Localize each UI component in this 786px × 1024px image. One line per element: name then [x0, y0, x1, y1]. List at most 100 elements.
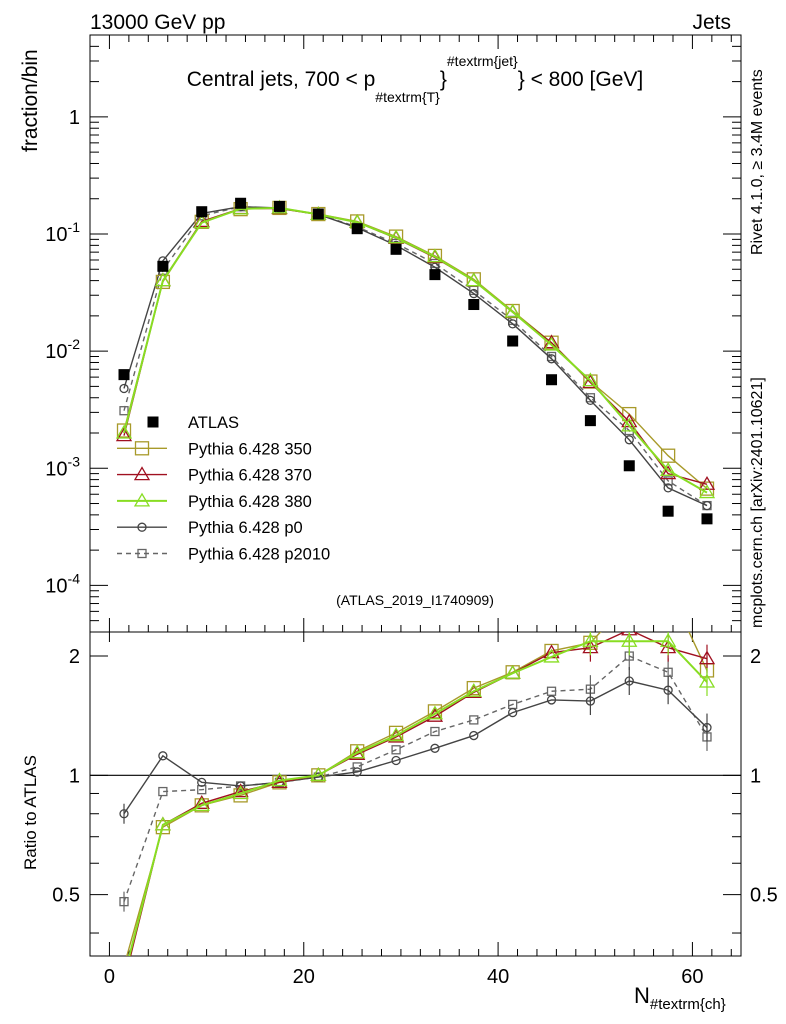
ratio-panel-marks — [117, 595, 716, 982]
ratio-point-p380 — [698, 673, 716, 688]
data-point-p350 — [155, 274, 171, 290]
legend-marker-p0 — [137, 522, 147, 532]
legend-entry-label: Pythia 6.428 370 — [188, 467, 312, 485]
data-point-data — [273, 200, 285, 212]
ratio-point-p0 — [469, 730, 479, 741]
chart-title: Central jets, 700 < p#textrm{T}}#textrm{… — [187, 53, 644, 105]
ratio-point-p2010 — [197, 785, 207, 795]
y-tick-label: 10-1 — [45, 219, 80, 246]
ratio-tick-label-left: 1 — [69, 765, 80, 787]
data-point-data — [662, 505, 674, 517]
ratio-line-p0 — [123, 680, 708, 815]
series-line-p2010 — [123, 206, 708, 507]
ratio-point-p380 — [310, 767, 327, 781]
data-point-data — [429, 269, 441, 281]
ratio-point-p380 — [504, 664, 521, 679]
x-tick-label: 0 — [104, 966, 115, 988]
main-panel-marks — [115, 197, 716, 525]
legend-marker-p370 — [133, 466, 151, 481]
data-point-p350 — [622, 406, 637, 422]
data-point-data — [196, 206, 208, 218]
ratio-point-p380 — [543, 648, 560, 663]
x-tick-label: 20 — [293, 966, 315, 988]
ratio-point-p0 — [352, 767, 362, 777]
data-point-data — [351, 223, 363, 235]
ratio-point-p0 — [235, 781, 246, 791]
ratio-point-p380 — [117, 970, 131, 982]
data-point-data — [312, 208, 324, 220]
ratio-point-p0 — [702, 722, 712, 733]
ratio-point-p0 — [508, 707, 518, 718]
ratio-point-p0 — [119, 809, 129, 819]
data-point-p370 — [582, 374, 599, 389]
data-point-data — [157, 260, 169, 272]
data-point-p380 — [426, 248, 444, 263]
main-panel-frame — [89, 34, 742, 633]
x-tick-label: 40 — [487, 966, 509, 988]
data-point-p2010 — [585, 393, 596, 403]
ratio-point-p380 — [193, 797, 210, 811]
ratio-point-p2010 — [119, 896, 129, 907]
ratio-point-p2010 — [158, 786, 168, 797]
data-point-p380 — [582, 372, 599, 387]
ratio-point-p2010 — [546, 686, 557, 696]
data-point-p380 — [115, 424, 133, 439]
data-point-p2010 — [663, 476, 673, 486]
ratio-tick-label-right: 2 — [750, 646, 761, 668]
legend-entry-label: Pythia 6.428 p0 — [188, 519, 303, 537]
ratio-point-p380 — [465, 682, 482, 697]
y-tick-label: 10-3 — [45, 453, 80, 480]
legend-entry-label: Pythia 6.428 p2010 — [188, 546, 330, 564]
ratio-point-p2010 — [430, 726, 440, 737]
y-tick-label: 10-4 — [45, 570, 80, 597]
rivet-version-label: Rivet 4.1.0, ≥ 3.4M events — [749, 69, 766, 255]
header-energy-label: 13000 GeV pp — [90, 11, 225, 34]
ratio-point-p380 — [426, 705, 444, 720]
data-point-p0 — [119, 383, 129, 394]
legend-marker-p350 — [134, 441, 150, 456]
data-point-p370 — [115, 427, 133, 442]
data-point-data — [118, 369, 130, 381]
ratio-point-p2010 — [391, 745, 401, 755]
ratio-point-p0 — [313, 772, 323, 782]
ratio-tick-label-right: 1 — [750, 765, 761, 787]
ratio-point-p370 — [193, 795, 210, 809]
data-point-p380 — [621, 417, 638, 432]
legend-marker-data — [147, 416, 159, 428]
ratio-point-p0 — [197, 777, 207, 788]
ratio-panel-frame — [89, 631, 742, 957]
ratio-point-p380 — [621, 632, 638, 647]
ratio-point-p370 — [232, 783, 249, 798]
ratio-point-p380 — [349, 744, 366, 759]
ratio-line-p370 — [129, 632, 708, 956]
ratio-point-p0 — [430, 743, 440, 753]
ratio-tick-label-left: 2 — [69, 646, 80, 668]
data-point-p2010 — [119, 406, 129, 416]
data-point-data — [623, 460, 635, 472]
ratio-point-p0 — [585, 696, 596, 706]
legend-marker-p2010 — [137, 548, 147, 559]
ratio-point-p370 — [387, 728, 405, 743]
ratio-point-p350 — [623, 595, 636, 608]
legend-entry-label: Pythia 6.428 350 — [188, 440, 312, 458]
ratio-point-p380 — [154, 816, 172, 831]
ratio-point-p0 — [158, 751, 168, 761]
ratio-point-p370 — [698, 650, 716, 665]
legend-marker-p380 — [133, 492, 151, 507]
ratio-point-p2010 — [469, 715, 479, 725]
ratio-y-axis-label: Ratio to ATLAS — [21, 755, 40, 870]
data-point-p380 — [504, 303, 521, 318]
x-tick-label: 60 — [681, 966, 703, 988]
chart-marks — [115, 197, 716, 982]
ratio-point-p380 — [582, 632, 599, 647]
data-point-p380 — [387, 229, 405, 244]
data-point-data — [701, 513, 713, 525]
legend-entry-label: Pythia 6.428 380 — [188, 493, 312, 511]
ratio-line-p380 — [128, 640, 708, 956]
data-point-data — [546, 374, 558, 386]
data-point-p380 — [659, 462, 677, 476]
ratio-point-p350 — [118, 960, 131, 973]
data-point-p380 — [193, 214, 210, 229]
ratio-line-p350 — [126, 632, 708, 956]
